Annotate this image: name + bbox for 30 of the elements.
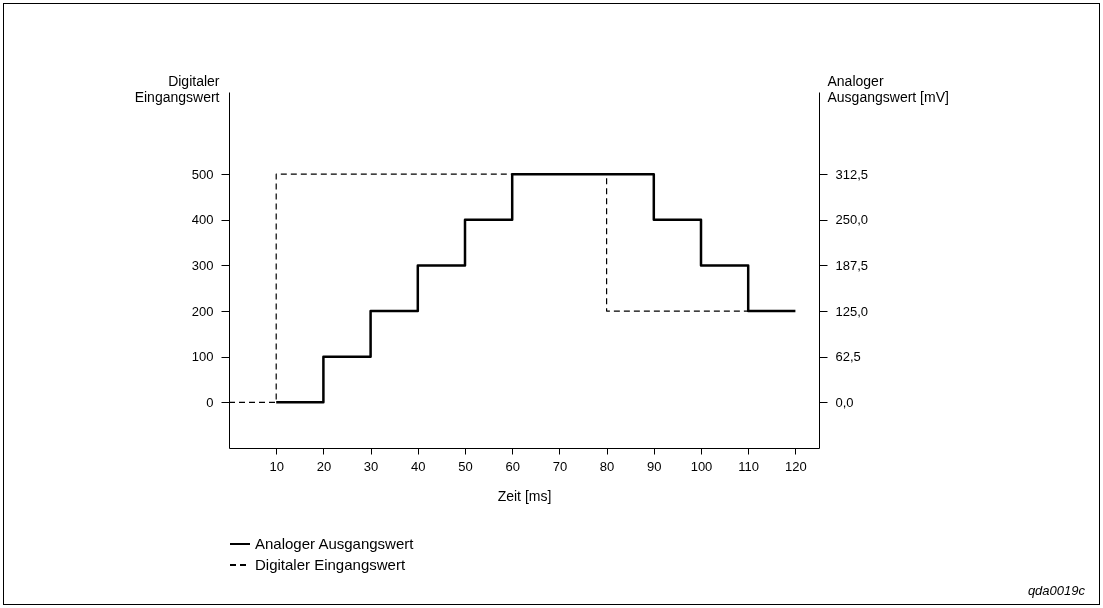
y2-tick-label: 187,5 [835,257,869,273]
legend-label: Digitaler Eingangswert [255,556,406,573]
y-tick-label: 400 [191,212,214,228]
y-tick-label: 300 [191,257,214,273]
y2-tick-label: 312,5 [835,166,869,182]
x-tick-label: 100 [690,458,713,474]
x-axis-title: Zeit [ms] [497,487,552,504]
x-tick-label: 120 [785,458,807,474]
x-tick-label: 40 [411,458,426,474]
y2-tick-label: 0,0 [835,394,854,410]
y-tick-label: 500 [191,166,214,182]
x-tick-label: 80 [599,458,615,474]
y-axis-title: Digitaler Eingangswert [134,72,220,105]
x-tick-label: 70 [552,458,568,474]
x-tick-label: 50 [458,458,473,474]
y-tick-label: 0 [206,394,214,410]
x-tick-label: 30 [363,458,379,474]
x-tick-label: 60 [505,458,520,474]
x-tick-label: 90 [647,458,662,474]
y2-axis-title: Analoger Ausgangswert [mV] [827,72,949,105]
legend-label: Analoger Ausgangswert [255,535,415,552]
text: qda0019c [1027,583,1085,598]
y2-tick-label: 125,0 [835,303,869,319]
y2-tick-label: 250,0 [835,212,869,228]
x-tick-label: 10 [269,458,284,474]
y2-tick-label: 62,5 [835,349,861,365]
x-tick-label: 20 [316,458,332,474]
x-tick-label: 110 [738,458,760,474]
y-tick-label: 200 [191,303,214,319]
y-tick-label: 100 [191,349,214,365]
